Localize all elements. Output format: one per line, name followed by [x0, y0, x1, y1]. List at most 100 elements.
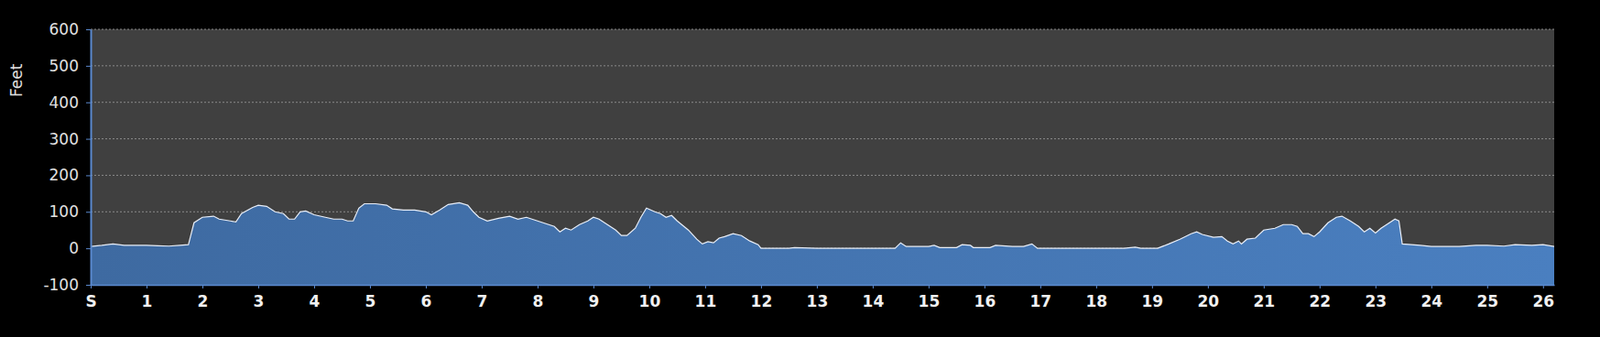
x-tick: 10 [639, 284, 662, 311]
y-tick: 500 [49, 56, 91, 76]
y-tick-mark [86, 248, 91, 250]
x-axis-line [91, 284, 1556, 287]
x-tick-label: 7 [477, 292, 489, 311]
y-tick: 400 [49, 93, 91, 112]
marks [90, 202, 1555, 285]
x-tick: 2 [197, 284, 209, 311]
x-tick: 16 [974, 284, 997, 311]
x-tick: 8 [533, 284, 545, 311]
x-tick-mark [481, 284, 483, 289]
x-tick-label: 10 [639, 292, 662, 311]
x-tick: 24 [1420, 284, 1443, 311]
y-tick-mark [86, 174, 91, 176]
x-tick-mark [649, 284, 651, 289]
chart-svg: -1000100200300400500600S1234567891011121… [0, 0, 1600, 337]
x-tick: 18 [1086, 284, 1109, 311]
x-tick-label: 14 [862, 292, 885, 311]
y-axis: -1000100200300400500600 [43, 20, 91, 294]
x-tick-label: 17 [1030, 292, 1053, 311]
x-tick-label: 21 [1253, 292, 1276, 311]
x-tick: 13 [806, 284, 829, 311]
y-tick-label: 100 [49, 202, 79, 221]
plot-background [90, 29, 1555, 285]
x-tick: S [85, 284, 97, 311]
x-tick: 3 [253, 284, 265, 311]
x-tick-label: 22 [1308, 292, 1331, 311]
x-tick-label: 6 [421, 292, 433, 311]
y-tick-label: 0 [68, 239, 79, 258]
x-tick: 23 [1364, 284, 1387, 311]
x-tick: 20 [1197, 284, 1220, 311]
grid-line [90, 211, 1555, 213]
x-tick: 5 [365, 284, 377, 311]
y-tick-label: 600 [49, 20, 79, 39]
y-tick-mark [86, 284, 91, 286]
x-tick-label: 11 [695, 292, 718, 311]
x-tick-mark [1543, 284, 1545, 289]
x-tick-mark [1487, 284, 1489, 289]
x-tick-mark [202, 284, 204, 289]
x-tick-mark [90, 284, 92, 289]
x-tick: 14 [862, 284, 885, 311]
x-tick-mark [761, 284, 762, 289]
x-tick-label: 19 [1142, 292, 1165, 311]
y-tick-mark [86, 29, 91, 31]
x-tick-label: 5 [365, 292, 377, 311]
grid [90, 29, 1555, 285]
x-tick: 26 [1532, 284, 1555, 311]
y-tick-mark [86, 102, 91, 104]
x-tick-mark [1040, 284, 1042, 289]
x-tick-mark [1208, 284, 1209, 289]
y-tick: 200 [49, 165, 91, 185]
x-tick-label: 8 [533, 292, 545, 311]
x-tick-mark [984, 284, 986, 289]
x-tick-mark [593, 284, 595, 289]
x-tick: 9 [588, 284, 600, 311]
y-tick: 300 [49, 130, 91, 149]
x-tick: 21 [1253, 284, 1276, 311]
y-tick: 600 [49, 20, 91, 39]
x-tick-mark [314, 284, 316, 289]
x-tick-mark [258, 284, 260, 289]
x-tick-mark [1375, 284, 1377, 289]
y-axis-title: Feet [7, 63, 26, 98]
x-tick-label: 1 [141, 292, 153, 311]
x-tick-mark [425, 284, 427, 289]
x-tick: 25 [1476, 284, 1499, 311]
x-tick-mark [872, 284, 874, 289]
x-tick-label: 15 [918, 292, 941, 311]
x-tick: 11 [695, 284, 718, 311]
x-tick: 22 [1308, 284, 1331, 311]
y-tick-mark [86, 139, 91, 141]
x-tick: 12 [751, 284, 773, 311]
x-tick: 1 [141, 284, 153, 311]
plot: -1000100200300400500600S1234567891011121… [43, 20, 1555, 311]
x-tick-mark [928, 284, 930, 289]
x-tick-mark [1152, 284, 1154, 289]
elevation-area [90, 202, 1555, 285]
y-tick-label: 200 [49, 165, 79, 185]
x-tick-label: 18 [1086, 292, 1109, 311]
grid-line [90, 29, 1555, 31]
y-tick: 0 [68, 239, 91, 258]
grid-line [90, 101, 1555, 103]
x-tick: 7 [477, 284, 489, 311]
x-tick: 17 [1030, 284, 1053, 311]
y-tick-label: 400 [49, 93, 79, 112]
x-tick: 4 [309, 284, 321, 311]
x-tick-label: S [85, 292, 97, 311]
x-tick-mark [1096, 284, 1098, 289]
x-tick-label: 4 [309, 292, 321, 311]
x-tick-label: 23 [1364, 292, 1387, 311]
grid-line [90, 65, 1555, 66]
x-tick-label: 2 [197, 292, 209, 311]
chart-container: -1000100200300400500600S1234567891011121… [0, 0, 1600, 337]
x-tick-mark [816, 284, 818, 289]
x-tick-mark [370, 284, 371, 289]
elevation-outline [90, 202, 1555, 249]
x-tick-mark [705, 284, 707, 289]
x-tick-label: 16 [974, 292, 997, 311]
x-tick-label: 25 [1476, 292, 1499, 311]
y-tick-label: 300 [49, 130, 79, 149]
y-tick: 100 [49, 202, 91, 221]
